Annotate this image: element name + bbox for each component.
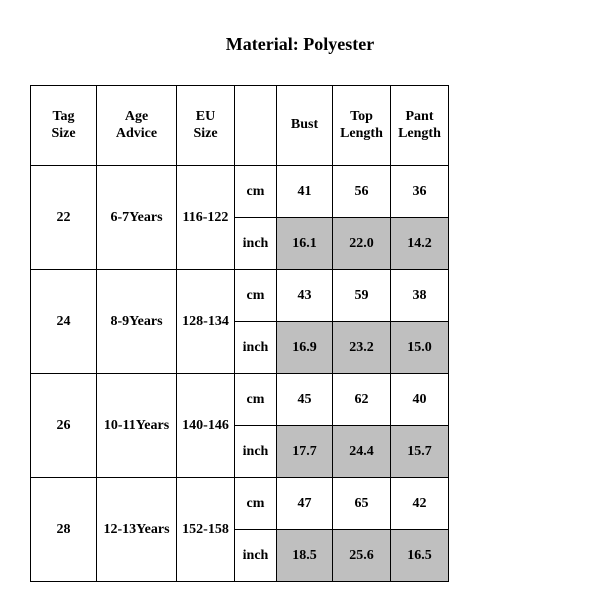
col-top-length: TopLength bbox=[333, 86, 391, 166]
table-row: 22 6-7Years 116-122 cm 41 56 36 bbox=[31, 166, 449, 218]
col-age-advice: AgeAdvice bbox=[97, 86, 177, 166]
cell-pant: 42 bbox=[391, 478, 449, 530]
cell-pant: 15.7 bbox=[391, 426, 449, 478]
col-pant-length: PantLength bbox=[391, 86, 449, 166]
col-unit bbox=[235, 86, 277, 166]
cell-unit: cm bbox=[235, 270, 277, 322]
cell-unit: inch bbox=[235, 530, 277, 582]
cell-bust: 18.5 bbox=[277, 530, 333, 582]
cell-age: 12-13Years bbox=[97, 478, 177, 582]
cell-eu: 128-134 bbox=[177, 270, 235, 374]
col-tag-size: TagSize bbox=[31, 86, 97, 166]
cell-pant: 14.2 bbox=[391, 218, 449, 270]
cell-tag: 22 bbox=[31, 166, 97, 270]
col-bust: Bust bbox=[277, 86, 333, 166]
table-row: 24 8-9Years 128-134 cm 43 59 38 bbox=[31, 270, 449, 322]
size-table: TagSize AgeAdvice EUSize Bust TopLength … bbox=[30, 85, 449, 582]
cell-unit: inch bbox=[235, 218, 277, 270]
cell-top: 24.4 bbox=[333, 426, 391, 478]
col-eu-size: EUSize bbox=[177, 86, 235, 166]
cell-tag: 26 bbox=[31, 374, 97, 478]
cell-pant: 38 bbox=[391, 270, 449, 322]
cell-top: 25.6 bbox=[333, 530, 391, 582]
cell-bust: 45 bbox=[277, 374, 333, 426]
cell-top: 22.0 bbox=[333, 218, 391, 270]
cell-bust: 16.9 bbox=[277, 322, 333, 374]
cell-bust: 43 bbox=[277, 270, 333, 322]
cell-pant: 16.5 bbox=[391, 530, 449, 582]
cell-unit: cm bbox=[235, 478, 277, 530]
cell-top: 62 bbox=[333, 374, 391, 426]
cell-bust: 16.1 bbox=[277, 218, 333, 270]
cell-eu: 152-158 bbox=[177, 478, 235, 582]
cell-bust: 47 bbox=[277, 478, 333, 530]
cell-eu: 116-122 bbox=[177, 166, 235, 270]
cell-pant: 40 bbox=[391, 374, 449, 426]
cell-pant: 15.0 bbox=[391, 322, 449, 374]
cell-bust: 17.7 bbox=[277, 426, 333, 478]
cell-top: 23.2 bbox=[333, 322, 391, 374]
cell-age: 6-7Years bbox=[97, 166, 177, 270]
cell-tag: 28 bbox=[31, 478, 97, 582]
cell-top: 56 bbox=[333, 166, 391, 218]
cell-age: 8-9Years bbox=[97, 270, 177, 374]
cell-unit: inch bbox=[235, 426, 277, 478]
cell-unit: cm bbox=[235, 374, 277, 426]
cell-bust: 41 bbox=[277, 166, 333, 218]
table-row: 28 12-13Years 152-158 cm 47 65 42 bbox=[31, 478, 449, 530]
cell-top: 65 bbox=[333, 478, 391, 530]
cell-eu: 140-146 bbox=[177, 374, 235, 478]
cell-pant: 36 bbox=[391, 166, 449, 218]
cell-tag: 24 bbox=[31, 270, 97, 374]
cell-age: 10-11Years bbox=[97, 374, 177, 478]
cell-top: 59 bbox=[333, 270, 391, 322]
cell-unit: inch bbox=[235, 322, 277, 374]
table-row: 26 10-11Years 140-146 cm 45 62 40 bbox=[31, 374, 449, 426]
page-title: Material: Polyester bbox=[0, 0, 600, 55]
cell-unit: cm bbox=[235, 166, 277, 218]
table-header-row: TagSize AgeAdvice EUSize Bust TopLength … bbox=[31, 86, 449, 166]
